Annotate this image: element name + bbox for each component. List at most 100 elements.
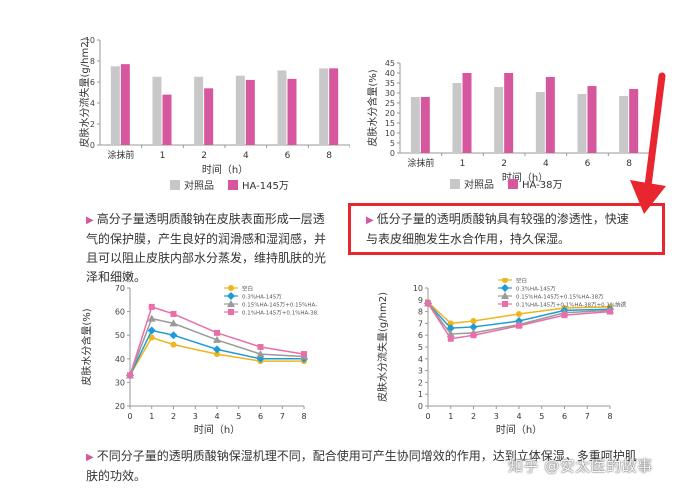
y-tick-label: 10 xyxy=(85,36,95,45)
bar-ha xyxy=(245,79,255,145)
description-high-mw-text: 高分子量透明质酸钠在皮肤表面形成一层透气的保护膜，产生良好的润滑感和湿润感，并且… xyxy=(86,212,327,284)
legend-marker xyxy=(227,292,235,300)
bar-ha xyxy=(120,64,130,145)
y-tick-label: 70 xyxy=(115,284,125,293)
legend-label: 0.15%HA-145万+0.15%HA-38万 xyxy=(516,294,604,301)
bar-control xyxy=(619,96,629,153)
data-point xyxy=(447,320,454,327)
x-tick-label: 5 xyxy=(539,412,544,421)
x-axis-title: 时间（h） xyxy=(496,423,542,436)
data-point xyxy=(516,310,522,317)
legend-label: HA-145万 xyxy=(242,181,289,192)
bar-ha xyxy=(504,73,514,153)
legend-swatch xyxy=(228,180,238,190)
y-tick-label: 40 xyxy=(385,69,395,78)
x-tick-label: 1 xyxy=(460,159,466,169)
legend-swatch xyxy=(170,180,180,190)
pink-triangle-icon: ▶ xyxy=(366,215,374,226)
y-tick-label: 8 xyxy=(418,308,423,317)
series-line xyxy=(427,302,611,329)
bar-ha xyxy=(287,78,297,145)
bar-control xyxy=(194,76,204,145)
bar-ha xyxy=(629,89,639,153)
y-tick-label: 0 xyxy=(90,141,95,150)
bar-control xyxy=(319,68,329,145)
legend-marker xyxy=(502,278,508,283)
legend-label: 0.3%HA-145万 xyxy=(242,294,282,301)
y-tick-label: 4 xyxy=(418,355,423,364)
x-tick-label: 0 xyxy=(127,412,132,421)
y-tick-label: 30 xyxy=(385,89,395,98)
bar-control xyxy=(452,83,462,153)
series-line xyxy=(427,301,611,325)
y-tick-label: 7 xyxy=(418,319,423,328)
data-point xyxy=(561,312,568,319)
y-axis-title: 皮肤水分流失量(g/hm2) xyxy=(78,37,91,147)
legend-label: 对照品 xyxy=(184,179,214,192)
x-tick-label: 6 xyxy=(258,412,263,421)
y-axis-title: 皮肤水分含量(%) xyxy=(80,308,93,385)
y-tick-label: 5 xyxy=(390,139,395,148)
legend-label: 对照品 xyxy=(464,178,494,191)
data-point xyxy=(256,350,265,358)
y-tick-label: 50 xyxy=(115,331,125,340)
y-tick-label: 10 xyxy=(413,284,423,293)
y-tick-label: 2 xyxy=(90,120,95,129)
description-low-mw: ▶ 低分子量的透明质酸钠具有较强的渗透性，快速与表皮细胞发生水合作用，持久保湿。 xyxy=(366,210,636,249)
description-low-mw-text: 低分子量的透明质酸钠具有较强的渗透性，快速与表皮细胞发生水合作用，持久保湿。 xyxy=(366,212,629,246)
bar-control xyxy=(577,94,587,153)
x-tick-label: 1 xyxy=(448,412,453,421)
series-line xyxy=(427,302,611,340)
legend-label: 0.1%HA-145万+0.1%HA-38万+0.1%纳透HA xyxy=(242,309,318,317)
legend-label: HA-38万 xyxy=(522,180,562,191)
x-tick-label: 6 xyxy=(285,151,291,161)
data-point xyxy=(469,322,478,331)
highlight-arrow xyxy=(630,72,666,214)
y-tick-label: 0 xyxy=(418,402,423,411)
data-point xyxy=(257,344,264,350)
x-tick-label: 涂抹前 xyxy=(107,149,134,161)
zhihu-watermark: 知乎 @安太医的故事 xyxy=(508,457,653,475)
bar-ha xyxy=(462,73,472,153)
data-point xyxy=(470,318,477,325)
data-point xyxy=(447,335,454,342)
bar-control xyxy=(235,75,245,145)
y-tick-label: 10 xyxy=(385,129,395,138)
series-line xyxy=(129,329,304,376)
y-tick-label: 3 xyxy=(418,367,423,376)
pink-triangle-icon: ▶ xyxy=(86,215,94,226)
y-tick-label: 8 xyxy=(90,57,95,66)
y-tick-label: 20 xyxy=(385,109,395,118)
x-tick-label: 3 xyxy=(494,412,499,421)
data-point xyxy=(256,354,265,363)
legend-label: 0.1%HA-145万+0.1%HA-38万+0.1%纳透HA xyxy=(516,301,626,309)
x-tick-label: 4 xyxy=(516,412,521,421)
y-axis-title: 皮肤水分含量(%) xyxy=(366,69,379,146)
legend-label: 0.3%HA-145万 xyxy=(516,286,556,293)
data-point xyxy=(425,300,431,307)
x-tick-label: 5 xyxy=(236,412,241,421)
x-tick-label: 1 xyxy=(149,412,154,421)
y-tick-label: 40 xyxy=(115,355,125,364)
x-tick-label: 7 xyxy=(585,412,590,421)
x-tick-label: 4 xyxy=(543,159,549,169)
bar-ha xyxy=(545,77,555,153)
legend-marker xyxy=(502,301,508,307)
x-tick-label: 2 xyxy=(201,151,207,161)
x-tick-label: 6 xyxy=(562,412,567,421)
series-line xyxy=(129,305,305,376)
series-line xyxy=(427,302,611,335)
x-tick-label: 8 xyxy=(326,151,332,161)
data-point xyxy=(147,326,156,335)
y-tick-label: 0 xyxy=(390,149,395,158)
legend-label: 空白 xyxy=(242,285,253,293)
data-point xyxy=(516,322,522,329)
series-line xyxy=(129,336,304,376)
x-tick-label: 8 xyxy=(626,159,632,169)
data-point xyxy=(470,332,477,339)
x-tick-label: 2 xyxy=(501,159,507,169)
bar-ha xyxy=(587,86,597,153)
data-point xyxy=(301,351,307,358)
x-tick-label: 8 xyxy=(607,412,612,421)
